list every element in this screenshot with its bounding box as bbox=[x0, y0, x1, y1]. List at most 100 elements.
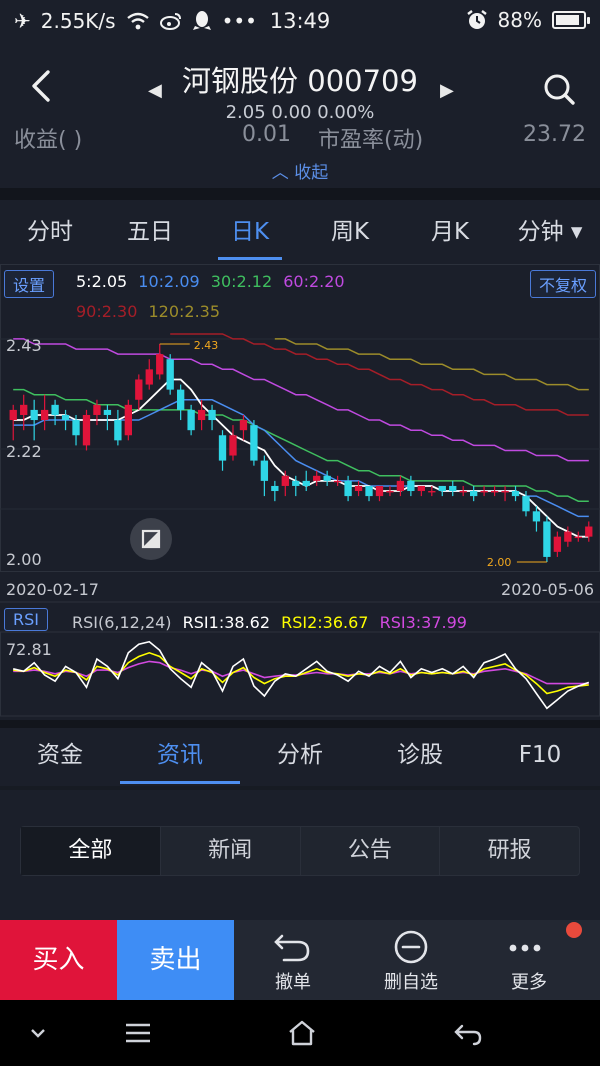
cancel-order-label: 撤单 bbox=[275, 972, 311, 993]
candle-body bbox=[103, 409, 112, 415]
kline-chart[interactable]: 2.43 2.00 设置 5:2.05 10:2.09 30:2.12 60:2.… bbox=[0, 264, 600, 720]
ma10-line bbox=[13, 399, 589, 518]
tab-intraday[interactable]: 分时 bbox=[27, 219, 73, 245]
candle-body bbox=[93, 404, 101, 415]
stock-quote: 2.05 0.00 0.00% bbox=[225, 102, 375, 123]
chart-settings-button[interactable]: 设置 bbox=[4, 270, 55, 298]
candle-body bbox=[313, 475, 321, 481]
tab-analysis[interactable]: 分析 bbox=[277, 742, 323, 768]
fullscreen-button[interactable] bbox=[130, 518, 172, 560]
rsi-tick-high: 72.81 bbox=[6, 640, 52, 659]
home-icon[interactable] bbox=[282, 1018, 322, 1048]
status-left: ✈ 2.55K/s ••• bbox=[14, 8, 257, 34]
candle-body bbox=[459, 491, 467, 493]
ma-legend-row2: 90:2.30 120:2.35 bbox=[76, 302, 226, 321]
date-end: 2020-05-06 bbox=[501, 580, 594, 599]
cancel-order-button[interactable]: 撤单 bbox=[234, 920, 352, 1000]
ma5-label: 5:2.05 bbox=[76, 272, 128, 291]
period-tabs: 分时 五日 日K 周K 月K 分钟 ▾ bbox=[0, 200, 600, 264]
candle-body bbox=[543, 521, 551, 557]
back-icon[interactable] bbox=[22, 66, 62, 106]
candle-body bbox=[176, 389, 185, 410]
buy-button[interactable]: 买入 bbox=[0, 920, 117, 1000]
candle-body bbox=[553, 536, 562, 552]
summary-value-pe: 23.72 bbox=[523, 122, 586, 147]
divider bbox=[0, 786, 600, 790]
rsi3-label: RSI3:37.99 bbox=[379, 613, 467, 632]
filter-all[interactable]: 全部 bbox=[21, 827, 161, 875]
tab-funds[interactable]: 资金 bbox=[37, 742, 83, 768]
candle-body bbox=[438, 485, 446, 492]
price-tick-high: 2.43 bbox=[6, 336, 42, 355]
filter-news[interactable]: 新闻 bbox=[161, 827, 301, 875]
indicator-select-button[interactable]: RSI bbox=[4, 608, 48, 631]
candle-body bbox=[469, 491, 478, 497]
next-stock-arrow-icon[interactable]: ▶ bbox=[440, 80, 454, 101]
qq-icon bbox=[192, 11, 211, 30]
ma30-line bbox=[13, 388, 589, 502]
rsi1-line bbox=[13, 640, 590, 710]
rsi2-line bbox=[13, 651, 589, 695]
prev-stock-arrow-icon[interactable]: ◀ bbox=[148, 80, 162, 101]
candle-body bbox=[302, 480, 310, 486]
rsi-title: RSI(6,12,24) bbox=[72, 613, 172, 632]
menu-icon[interactable] bbox=[118, 1018, 158, 1048]
candle-body bbox=[145, 369, 153, 385]
more-notifications-icon: ••• bbox=[221, 9, 257, 33]
back-nav-icon[interactable] bbox=[448, 1018, 488, 1048]
battery-percent: 88% bbox=[497, 8, 542, 32]
candle-body bbox=[135, 379, 143, 400]
candle-body bbox=[585, 526, 593, 537]
divider bbox=[0, 720, 600, 728]
alarm-icon bbox=[466, 10, 487, 29]
tab-monthly-k[interactable]: 月K bbox=[430, 219, 470, 245]
filter-research[interactable]: 研报 bbox=[487, 838, 532, 863]
candle-body bbox=[292, 480, 300, 486]
tab-weekly-k[interactable]: 周K bbox=[330, 219, 370, 245]
system-nav-bar bbox=[0, 1000, 600, 1066]
tab-news[interactable]: 资讯 bbox=[120, 728, 240, 784]
candle-body bbox=[449, 485, 457, 492]
sell-button[interactable]: 卖出 bbox=[117, 920, 234, 1000]
candle-body bbox=[344, 480, 352, 497]
ma120-line bbox=[274, 338, 589, 391]
tab-diagnosis[interactable]: 诊股 bbox=[397, 742, 443, 768]
collapse-button[interactable]: ︿ 收起 bbox=[0, 158, 600, 183]
tab-minute[interactable]: 分钟 ▾ bbox=[517, 219, 583, 245]
more-button[interactable]: 更多 bbox=[470, 920, 600, 1000]
rsi-legend: RSI(6,12,24) RSI1:38.62 RSI2:36.67 RSI3:… bbox=[72, 613, 473, 632]
trade-action-bar: 买入 卖出 撤单 删自选 更多 bbox=[0, 920, 600, 1000]
status-right: 88% bbox=[466, 8, 590, 32]
ma120-label: 120:2.35 bbox=[148, 302, 221, 321]
adjust-mode-button[interactable]: 不复权 bbox=[529, 270, 596, 298]
chevron-down-icon[interactable] bbox=[18, 1018, 58, 1048]
clock: 13:49 bbox=[269, 9, 331, 33]
price-tick-low: 2.00 bbox=[6, 550, 42, 569]
minus-circle-icon bbox=[394, 930, 428, 964]
tab-five-day[interactable]: 五日 bbox=[127, 219, 173, 245]
candle-body bbox=[82, 414, 91, 446]
candle-body bbox=[333, 480, 342, 483]
net-speed: 2.55K/s bbox=[40, 9, 116, 33]
candle-body bbox=[375, 485, 384, 497]
candle-body bbox=[40, 409, 49, 421]
tab-daily-k[interactable]: 日K bbox=[200, 200, 300, 264]
ma10-label: 10:2.09 bbox=[138, 272, 200, 291]
candle-body bbox=[187, 409, 195, 431]
low-marker-label: 2.00 bbox=[487, 556, 512, 569]
candle-body bbox=[156, 354, 164, 375]
filter-announcements[interactable]: 公告 bbox=[301, 827, 441, 875]
candle-body bbox=[208, 409, 216, 421]
tab-f10[interactable]: F10 bbox=[518, 742, 562, 768]
collapse-label: 收起 bbox=[294, 163, 329, 183]
candle-body bbox=[51, 404, 59, 415]
candle-body bbox=[532, 511, 541, 522]
ma60-line bbox=[13, 338, 589, 462]
candle-body bbox=[365, 485, 373, 497]
summary-peek: 收益( ) 0.01 市盈率(动) 23.72 bbox=[0, 120, 600, 152]
remove-watchlist-button[interactable]: 删自选 bbox=[352, 920, 470, 1000]
status-bar: ✈ 2.55K/s ••• 13:49 88% bbox=[0, 0, 600, 44]
search-icon[interactable] bbox=[542, 72, 576, 106]
candle-body bbox=[480, 491, 488, 493]
candle-body bbox=[166, 359, 174, 390]
